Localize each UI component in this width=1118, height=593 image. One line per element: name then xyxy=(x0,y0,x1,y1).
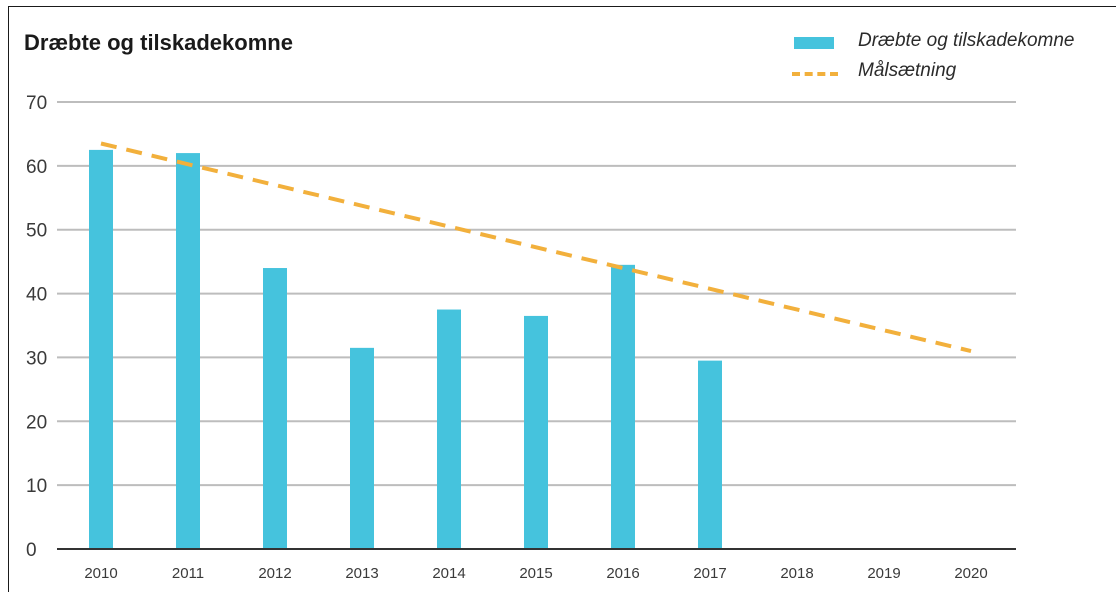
y-tick-label: 60 xyxy=(26,157,47,178)
target-dashed-line xyxy=(100,141,972,353)
y-tick-label: 40 xyxy=(26,285,47,306)
legend-item-target: Målsætning xyxy=(792,58,1114,88)
bar-2016 xyxy=(611,264,635,549)
bar-2017 xyxy=(698,360,722,549)
y-tick-label: 10 xyxy=(26,476,47,497)
bar-2013 xyxy=(350,347,374,549)
x-tick-label: 2011 xyxy=(172,565,204,582)
x-tick-label: 2020 xyxy=(954,565,987,582)
legend-item-bars: Dræbte og tilskadekomne xyxy=(792,28,1114,58)
target-line-series xyxy=(100,141,972,353)
legend-label-bars: Dræbte og tilskadekomne xyxy=(858,30,1075,51)
legend-label-target: Målsætning xyxy=(858,60,957,81)
y-tick-label: 50 xyxy=(26,221,47,242)
x-tick-label: 2019 xyxy=(867,565,900,582)
legend-swatch-dashed-line xyxy=(792,72,838,76)
x-tick-label: 2012 xyxy=(258,565,291,582)
bar-2010 xyxy=(89,149,113,549)
x-tick-label: 2016 xyxy=(606,565,639,582)
x-axis-ticks: 2010 2011 2012 2013 2014 2015 2016 2017 2018 2019… xyxy=(84,565,987,582)
bar-2012 xyxy=(263,268,287,549)
x-tick-label: 2015 xyxy=(519,565,552,582)
bar-2011 xyxy=(176,153,200,550)
y-tick-label: 0 xyxy=(26,540,37,561)
y-axis-ticks: 0 10 20 30 40 50 60 70 xyxy=(26,93,47,561)
bar-2014 xyxy=(437,309,461,549)
x-tick-label: 2014 xyxy=(432,565,465,582)
legend-swatch-bar xyxy=(794,37,834,49)
x-tick-label: 2013 xyxy=(345,565,378,582)
chart-legend: Dræbte og tilskadekomne Målsætning xyxy=(792,28,1114,88)
x-tick-label: 2018 xyxy=(780,565,813,582)
grid-lines xyxy=(57,101,1016,487)
x-tick-label: 2010 xyxy=(84,565,117,582)
bar-2015 xyxy=(524,315,548,549)
y-tick-label: 70 xyxy=(26,93,47,114)
y-tick-label: 30 xyxy=(26,348,47,369)
bar-series xyxy=(89,149,722,550)
y-tick-label: 20 xyxy=(26,412,47,433)
chart-frame xyxy=(8,6,1116,592)
x-tick-label: 2017 xyxy=(693,565,726,582)
chart-title: Dræbte og tilskadekomne xyxy=(24,30,293,55)
